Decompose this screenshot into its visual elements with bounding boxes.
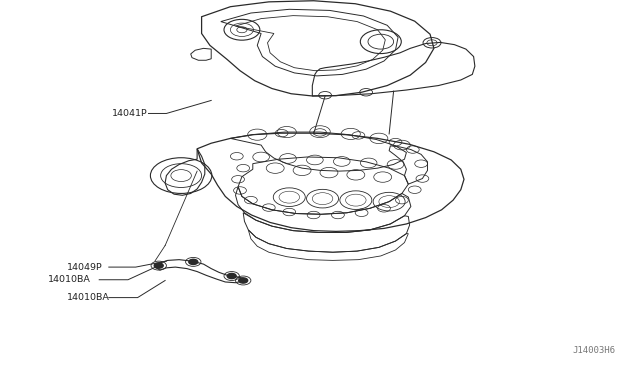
Text: 14010BA: 14010BA	[67, 293, 110, 302]
Text: 14041P: 14041P	[112, 109, 148, 118]
Text: 14010BA: 14010BA	[48, 275, 91, 284]
Circle shape	[154, 263, 163, 268]
Circle shape	[227, 273, 236, 279]
Text: 14049P: 14049P	[67, 263, 103, 272]
Text: J14003H6: J14003H6	[573, 346, 616, 355]
Circle shape	[189, 259, 198, 264]
Circle shape	[239, 278, 248, 283]
